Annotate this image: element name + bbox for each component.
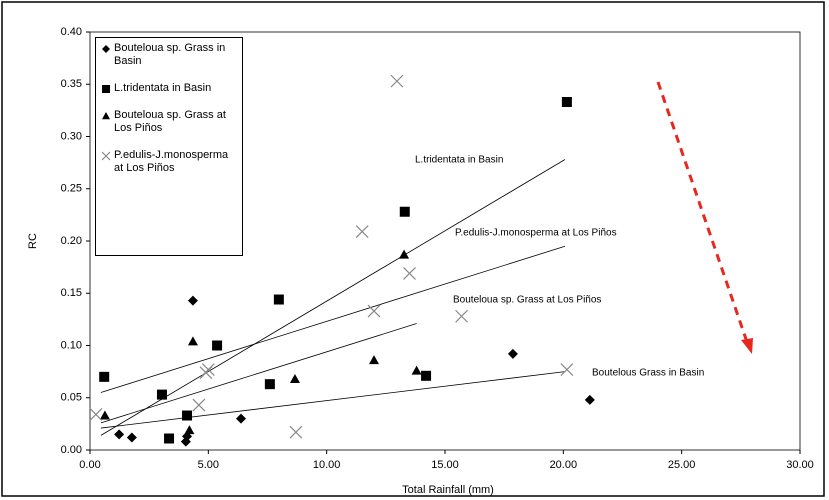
y-tick-label: 0.00: [61, 444, 82, 456]
x-axis-title: Total Rainfall (mm): [402, 484, 494, 496]
trend-line: [100, 245, 566, 393]
point-triangle: [289, 373, 300, 383]
y-tick-label: 0.30: [61, 130, 82, 142]
point-x: [289, 425, 303, 439]
y-tick-label: 0.20: [61, 235, 82, 247]
point-x: [101, 151, 111, 161]
point-x: [390, 74, 404, 88]
legend-label: Bouteloua sp. Grass at Los Piños: [114, 109, 226, 134]
legend-item: Bouteloua sp. Grass at Los Piños: [100, 109, 238, 135]
legend-icon: [101, 151, 111, 161]
x-tick-label: 5.00: [198, 459, 219, 471]
point-diamond: [187, 295, 198, 306]
trend-label: P.edulis-J.monosperma at Los Piños: [455, 228, 617, 239]
y-tick-label: 0.05: [61, 392, 82, 404]
point-square: [182, 410, 193, 421]
point-square: [421, 370, 432, 381]
y-tick-label: 0.40: [61, 26, 82, 38]
point-diamond: [507, 348, 518, 359]
point-triangle: [184, 425, 195, 435]
point-triangle: [369, 355, 379, 365]
legend-icon: [102, 112, 110, 120]
legend-icon: [102, 45, 110, 53]
point-x: [192, 398, 206, 412]
legend-item: L.tridentata in Basin: [100, 82, 238, 95]
legend: Bouteloua sp. Grass in Basin L.tridentata…: [95, 37, 243, 256]
trend-label: Bouteloua sp. Grass at Los Piños: [453, 295, 601, 306]
point-square: [102, 85, 110, 93]
y-tick-label: 0.10: [61, 339, 82, 351]
y-tick-label: 0.15: [61, 287, 82, 299]
point-triangle: [411, 365, 422, 375]
point-x: [89, 408, 103, 421]
legend-label: L.tridentata in Basin: [114, 82, 212, 94]
x-tick-label: 15.00: [431, 459, 459, 471]
trend-label: L.tridentata in Basin: [415, 155, 503, 166]
trend-line: [100, 371, 566, 429]
point-square: [164, 433, 175, 444]
point-square: [273, 294, 284, 305]
x-tick-label: 0.00: [79, 459, 100, 471]
point-diamond: [114, 429, 125, 440]
point-square: [99, 371, 110, 382]
legend-item: Bouteloua sp. Grass in Basin: [100, 42, 238, 68]
point-triangle: [102, 112, 110, 120]
point-square: [264, 379, 275, 390]
trend-line: [100, 323, 417, 424]
point-diamond: [235, 413, 246, 424]
point-x: [455, 309, 468, 323]
legend-label: P.edulis-J.monosperma at Los Piños: [114, 149, 229, 174]
x-tick-label: 10.00: [313, 459, 341, 471]
point-x: [355, 225, 369, 239]
point-x: [201, 363, 215, 376]
x-tick-label: 25.00: [668, 459, 696, 471]
arrow-shaft: [656, 81, 750, 346]
point-square: [156, 389, 167, 400]
x-tick-label: 20.00: [550, 459, 578, 471]
legend-icon: [102, 85, 110, 93]
point-triangle: [99, 410, 110, 420]
point-square: [399, 206, 410, 217]
point-triangle: [399, 249, 410, 259]
y-axis-title: RC: [27, 233, 39, 249]
point-x: [367, 304, 381, 318]
arrow-head: [741, 338, 753, 354]
point-x: [560, 363, 574, 376]
y-tick-label: 0.35: [61, 78, 82, 90]
x-tick-label: 30.00: [786, 459, 814, 471]
legend-label: Bouteloua sp. Grass in Basin: [114, 42, 226, 67]
point-diamond: [126, 432, 137, 443]
point-square: [561, 97, 572, 108]
point-triangle: [187, 336, 198, 346]
legend-item: P.edulis-J.monosperma at Los Piños: [100, 149, 238, 175]
trend-label: Boutelous Grass in Basin: [592, 368, 704, 379]
point-diamond: [102, 45, 110, 53]
y-tick-label: 0.25: [61, 183, 82, 195]
point-square: [212, 340, 223, 351]
trend-line: [100, 159, 566, 436]
point-x: [403, 266, 416, 280]
point-diamond: [584, 394, 595, 405]
